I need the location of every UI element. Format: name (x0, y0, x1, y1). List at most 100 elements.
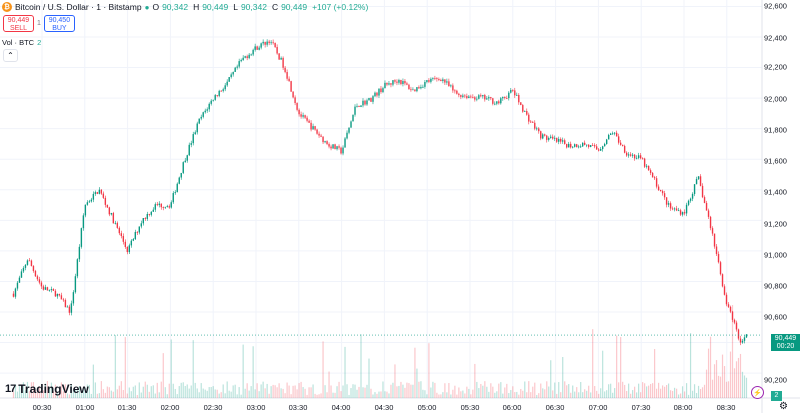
candle-body (733, 319, 736, 323)
volume-bar (506, 383, 508, 398)
symbol-title[interactable]: Bitcoin / U.S. Dollar · 1 · Bitstamp (15, 2, 142, 12)
volume-bar (340, 391, 342, 398)
high-label: H (193, 2, 200, 12)
volume-bar (372, 394, 374, 398)
volume-bar (56, 391, 59, 398)
candle-body (390, 83, 392, 85)
candle-body (186, 155, 188, 161)
volume-bar (18, 385, 21, 398)
volume-bar (498, 383, 500, 398)
volume-bar (528, 381, 530, 398)
volume-value: 2 (37, 38, 42, 47)
volume-bar (733, 368, 736, 398)
gear-icon[interactable]: ⚙ (779, 401, 788, 412)
lightning-icon[interactable]: ⚡ (751, 386, 764, 399)
volume-bar (418, 381, 420, 398)
volume-bar (420, 381, 422, 398)
candle-body (338, 146, 340, 148)
candle-body (260, 43, 262, 48)
volume-bar (739, 353, 742, 398)
volume-bar (594, 386, 596, 398)
candle-body (623, 145, 626, 153)
symbol-legend[interactable]: ₿ Bitcoin / U.S. Dollar · 1 · Bitstamp ●… (2, 2, 370, 12)
volume-bar (526, 392, 528, 398)
volume-bar (450, 394, 452, 398)
sell-button[interactable]: 90,449 SELL (3, 15, 34, 32)
volume-bar (130, 391, 132, 398)
volume-bar (286, 382, 288, 398)
candle-body (176, 183, 178, 193)
volume-bar (24, 390, 27, 398)
candle-body (264, 41, 266, 45)
candle-body (444, 79, 446, 83)
volume-bar (422, 389, 424, 398)
candle-body (78, 246, 81, 260)
volume-bar (140, 392, 142, 398)
volume-bar (729, 351, 732, 398)
volume-bar (464, 393, 466, 398)
volume-bar (400, 381, 402, 398)
volume-bar (64, 384, 66, 398)
candle-body (731, 311, 734, 320)
candle-body (156, 204, 158, 206)
volume-bar (76, 389, 78, 398)
candle-body (514, 90, 516, 96)
volume-bar (703, 384, 706, 398)
candle-body (697, 176, 700, 180)
candle-body (254, 46, 256, 50)
tradingview-logo[interactable]: 17 TradingView (5, 382, 89, 396)
candle-body (136, 231, 139, 233)
candle-body (44, 287, 47, 290)
volume-legend[interactable]: Vol · BTC 2 (2, 38, 41, 47)
candle-body (591, 145, 594, 146)
candle-body (358, 105, 360, 107)
volume-bar (737, 357, 740, 398)
time-tick: 08:30 (716, 403, 736, 412)
volume-bar (316, 394, 318, 398)
candle-body (332, 144, 334, 149)
candle-body (548, 137, 550, 140)
candle-body (64, 299, 67, 308)
candle-body (142, 218, 144, 224)
volume-bar (743, 375, 746, 398)
candle-body (382, 88, 384, 93)
candle-body (122, 236, 125, 242)
candle-body (108, 207, 111, 215)
buy-button[interactable]: 90,450 BUY (43, 15, 75, 32)
collapse-legend-button[interactable]: ⌃ (3, 49, 18, 62)
volume-bar (210, 387, 212, 398)
candle-body (194, 132, 196, 135)
candle-body (508, 92, 510, 99)
candle-body (272, 42, 274, 44)
candle-body (492, 98, 494, 104)
candle-body (250, 54, 252, 56)
buy-price: 90,450 (48, 17, 71, 24)
volume-bar (677, 394, 680, 398)
volume-bar (410, 384, 412, 398)
candle-body (158, 203, 160, 206)
candle-body (546, 135, 548, 140)
volume-bar (452, 389, 454, 398)
candle-body (414, 89, 416, 92)
candle-body (599, 149, 602, 151)
candle-body (633, 154, 636, 159)
volume-bar (404, 387, 406, 398)
volume-bar (258, 391, 260, 398)
candle-body (216, 95, 218, 96)
candle-body (32, 266, 35, 271)
volume-bar (723, 366, 726, 398)
candle-body (522, 105, 524, 112)
volume-bar (304, 388, 306, 398)
volume-bar (520, 388, 522, 398)
candle-body (270, 42, 272, 44)
volume-bar (717, 375, 720, 398)
volume-bar (622, 381, 624, 398)
volume-bar (679, 393, 682, 398)
candle-body (356, 105, 358, 107)
volume-bar (202, 388, 204, 398)
volume-bar (514, 392, 516, 398)
volume-bar (360, 334, 362, 398)
price-tick: 92,400 (764, 33, 787, 43)
volume-bar (524, 381, 526, 398)
